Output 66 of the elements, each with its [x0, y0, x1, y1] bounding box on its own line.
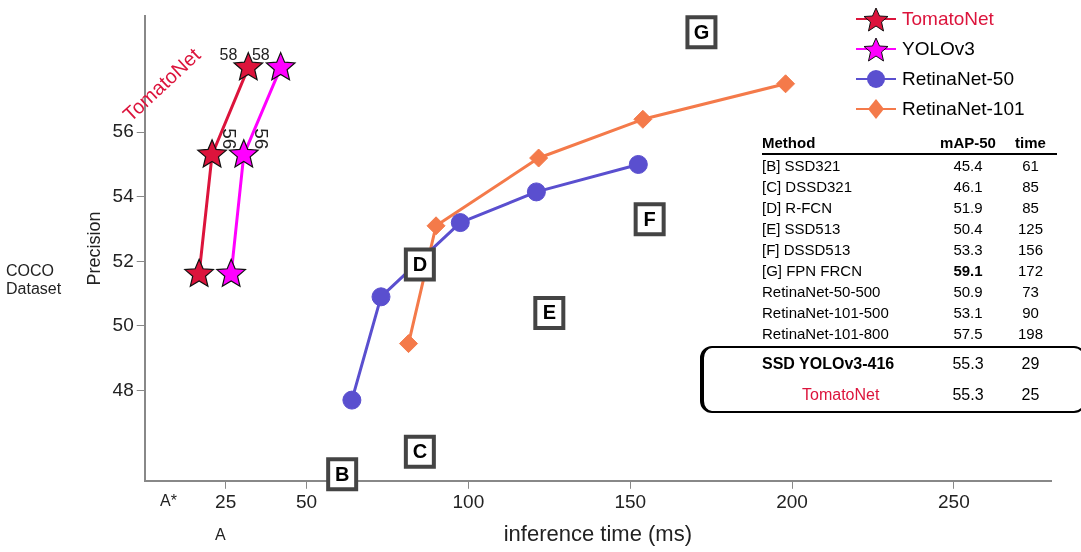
annotation: 46.1: [952, 177, 984, 197]
annotation: 50.9: [952, 282, 984, 302]
x-axis-title: inference time (ms): [503, 520, 693, 546]
annotation: [B] SSD321: [762, 156, 842, 176]
annotation: RetinaNet-101-800: [762, 324, 890, 344]
annotation: Method: [762, 133, 932, 155]
annotation: 56: [218, 128, 240, 150]
x-tick-label: 250: [938, 491, 970, 513]
annotation: 51.9: [952, 198, 984, 218]
annotation: 73: [1021, 282, 1040, 302]
annotation: 25: [1020, 385, 1041, 405]
annotation: TomatoNet: [801, 385, 881, 405]
annotation: mAP-50: [932, 133, 1004, 155]
x-tick-label: 150: [614, 491, 647, 513]
legend-label: RetinaNet-101: [902, 98, 1025, 120]
annotation: RetinaNet-50-500: [762, 282, 882, 302]
annotation: [F] DSSD513: [762, 240, 852, 260]
annotation: 61: [1021, 156, 1040, 176]
annotation: E: [542, 301, 556, 324]
annotation: RetinaNet-101-500: [762, 303, 890, 323]
y-tick-label: 52: [112, 249, 134, 271]
annotation: 198: [1017, 324, 1044, 344]
text: A: [215, 526, 226, 544]
y-tick-label: 54: [112, 184, 135, 206]
annotation: 59.1: [952, 261, 984, 281]
annotation: [C] DSSD321: [762, 177, 854, 197]
data-label: 58: [219, 46, 238, 64]
annotation: 50.4: [952, 219, 984, 239]
x-tick-label: 100: [452, 491, 485, 513]
annotation: 125: [1017, 219, 1044, 239]
annotation: 53.3: [952, 240, 984, 260]
annotation: [G] FPN FRCN: [762, 261, 863, 281]
text: COCO Dataset: [6, 262, 63, 298]
annotation: time: [1004, 133, 1057, 155]
legend-label: RetinaNet-50: [902, 68, 1014, 90]
annotation: 53.1: [952, 303, 984, 323]
annotation: B: [334, 462, 350, 485]
y-tick-label: 48: [112, 378, 134, 400]
annotation: [D] R-FCN: [762, 198, 833, 218]
annotation: 156: [1017, 240, 1044, 260]
text: A*: [160, 492, 177, 510]
annotation: [E] SSD513: [762, 219, 842, 239]
annotation: G: [693, 20, 710, 43]
legend-label: YOLOv3: [902, 38, 975, 60]
annotation: 45.4: [952, 156, 984, 176]
annotation: 172: [1017, 261, 1044, 281]
y-tick-label: 50: [112, 314, 134, 336]
data-label: 58: [251, 46, 270, 64]
y-tick-label: 56: [112, 120, 134, 142]
annotation: 57.5: [952, 324, 984, 344]
annotation: 90: [1021, 303, 1040, 323]
annotation: 85: [1021, 177, 1040, 197]
annotation: D: [412, 253, 428, 276]
x-tick-label: 25: [215, 491, 237, 513]
legend-label: TomatoNet: [902, 8, 994, 30]
y-axis-title: Precision: [83, 211, 104, 286]
annotation: F: [643, 207, 656, 230]
annotation: 85: [1021, 198, 1040, 218]
x-tick-label: 50: [296, 491, 318, 513]
annotation: SSD YOLOv3-416: [762, 354, 896, 374]
x-tick-label: 200: [776, 491, 808, 513]
annotation: 55.3: [951, 354, 985, 374]
annotation: 55.3: [951, 385, 985, 405]
annotation: C: [412, 440, 428, 463]
annotation: 56: [250, 128, 272, 150]
annotation: 29: [1020, 354, 1041, 374]
